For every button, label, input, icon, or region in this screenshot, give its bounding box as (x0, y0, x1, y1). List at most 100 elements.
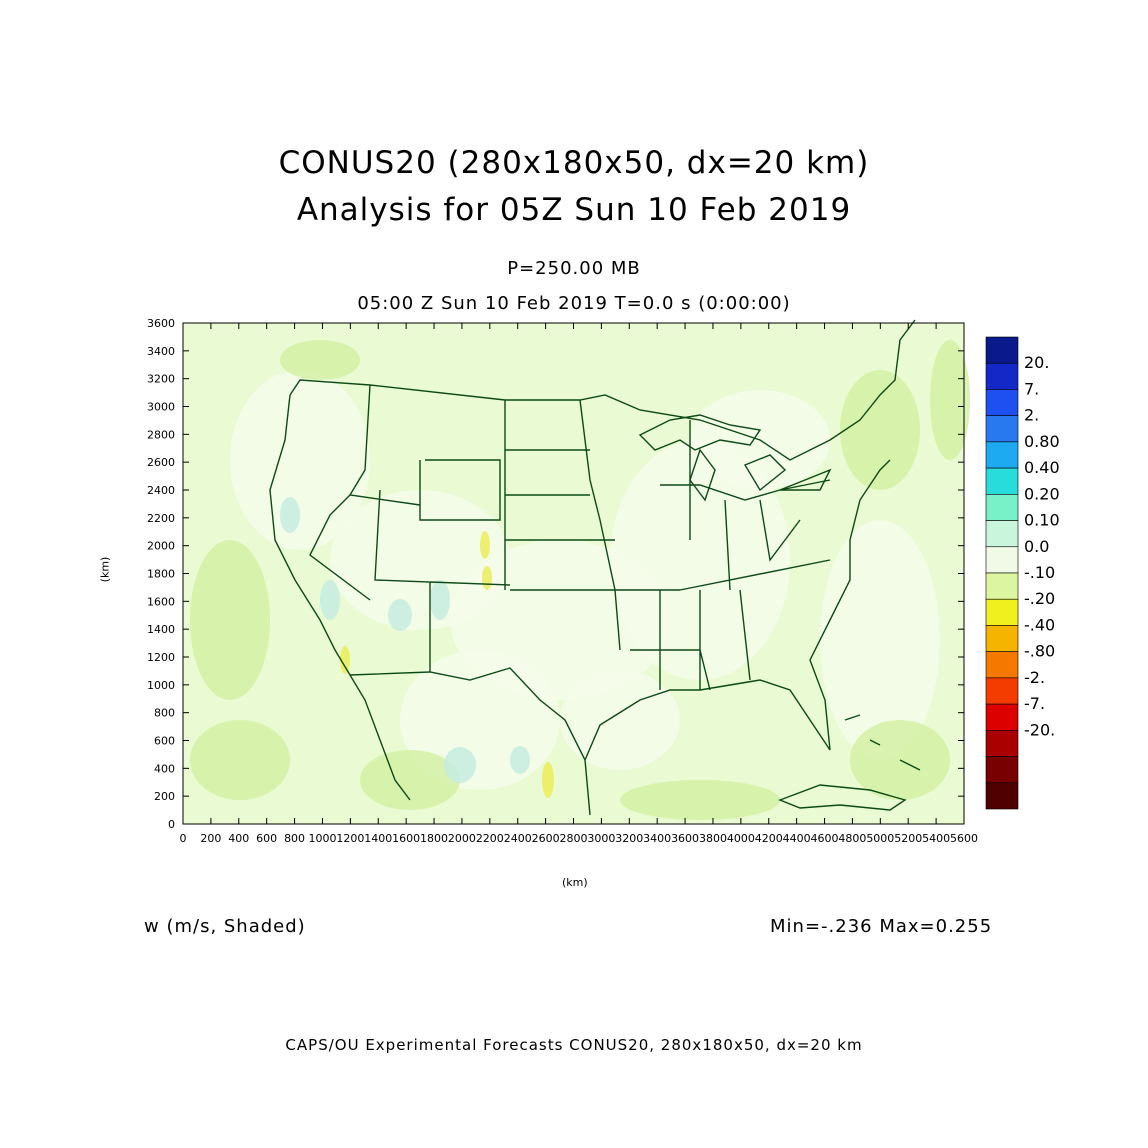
colorbar-swatch (985, 625, 1019, 652)
colorbar-swatch (985, 415, 1019, 443)
colorbar-swatch (985, 546, 1019, 574)
y-tick-label: 2400 (147, 484, 175, 497)
colorbar-swatch (985, 703, 1019, 731)
time-label: 05:00 Z Sun 10 Feb 2019 T=0.0 s (0:00:00… (357, 293, 791, 314)
y-tick-label: 1000 (147, 679, 175, 692)
x-tick-label: 800 (284, 832, 305, 845)
y-tick-label: 1800 (147, 568, 175, 581)
x-tick-label: 2000 (448, 832, 476, 845)
field-contour (542, 762, 554, 798)
field-contour (840, 370, 920, 490)
cuba-outline (778, 784, 907, 811)
title-line-1: CONUS20 (280x180x50, dx=20 km) (278, 145, 870, 181)
colorbar-label: -20. (1024, 720, 1055, 739)
colorbar-label: -.20 (1024, 589, 1055, 608)
colorbar-label: 0.40 (1024, 458, 1060, 477)
y-tick-label: 3600 (147, 317, 175, 330)
colorbar-label: 0.10 (1024, 511, 1060, 530)
field-contour (444, 747, 476, 783)
x-tick-label: 3400 (643, 832, 671, 845)
y-tick-label: 600 (154, 735, 175, 748)
y-axis-label: (km) (98, 556, 112, 583)
x-axis-label: (km) (562, 876, 588, 889)
x-tick-label: 4400 (783, 832, 811, 845)
x-tick-label: 5400 (922, 832, 950, 845)
colorbar-swatch (985, 494, 1019, 521)
colorbar-label: -2. (1024, 668, 1045, 687)
x-tick-label: 4600 (811, 832, 839, 845)
colorbar: 20. 7. 2. 0.80 0.40 0.20 0.10 0.0 -.10 -.20 -.40 -.… (985, 336, 1060, 810)
variable-label: w (m/s, Shaded) (144, 916, 306, 937)
colorbar-swatch (985, 598, 1019, 626)
field-contour (360, 750, 460, 810)
florida-keys-islands (844, 714, 921, 771)
colorbar-label: 20. (1024, 353, 1049, 372)
x-tick-label: 1800 (420, 832, 448, 845)
y-tick-label: 800 (154, 707, 175, 720)
colorbar-label: 2. (1024, 406, 1039, 425)
field-contour (482, 566, 492, 590)
colorbar-swatch (985, 651, 1019, 679)
x-tick-label: 4200 (755, 832, 783, 845)
y-tick-label: 2800 (147, 428, 175, 441)
field-contour (190, 720, 290, 800)
x-tick-label: 2200 (476, 832, 504, 845)
x-tick-label: 1400 (364, 832, 392, 845)
x-tick-label: 1600 (392, 832, 420, 845)
x-axis-ticks: 0 200 400 600 800 1000 1200 1400 1600 1800 2000 220… (180, 323, 978, 845)
y-tick-label: 0 (168, 818, 175, 831)
min-max-label: Min=-.236 Max=0.255 (770, 916, 993, 937)
x-tick-label: 5600 (950, 832, 978, 845)
colorbar-swatch (985, 441, 1019, 469)
colorbar-swatch (985, 362, 1019, 390)
x-tick-label: 3200 (615, 832, 643, 845)
field-contour (430, 580, 450, 620)
field-contour (930, 340, 970, 460)
x-tick-label: 3600 (671, 832, 699, 845)
x-tick-label: 4000 (727, 832, 755, 845)
colorbar-label: 7. (1024, 379, 1039, 398)
field-contour (510, 746, 530, 774)
great-lakes-outline (638, 414, 832, 502)
x-tick-label: 1000 (308, 832, 336, 845)
colorbar-swatch (985, 677, 1019, 705)
colorbar-label: -.80 (1024, 642, 1055, 661)
colorbar-swatch (985, 572, 1019, 600)
y-tick-label: 3400 (147, 345, 175, 358)
title-line-2: Analysis for 05Z Sun 10 Feb 2019 (296, 192, 852, 228)
footer-credit: CAPS/OU Experimental Forecasts CONUS20, … (285, 1036, 863, 1054)
field-contour (388, 599, 412, 631)
colorbar-swatch (985, 389, 1019, 416)
x-tick-label: 3800 (699, 832, 727, 845)
field-contour (230, 370, 370, 550)
field-contour (480, 531, 490, 559)
x-tick-label: 600 (256, 832, 277, 845)
colorbar-swatch (985, 520, 1019, 548)
x-tick-label: 1200 (336, 832, 364, 845)
x-tick-label: 4800 (838, 832, 866, 845)
colorbar-label: 0.20 (1024, 484, 1060, 503)
field-contour (280, 340, 360, 380)
colorbar-label: 0.80 (1024, 432, 1060, 451)
x-tick-label: 2400 (504, 832, 532, 845)
colorbar-swatch (985, 467, 1019, 495)
x-tick-label: 400 (228, 832, 249, 845)
colorbar-swatch (985, 730, 1019, 757)
y-tick-label: 1400 (147, 623, 175, 636)
y-tick-label: 200 (154, 790, 175, 803)
colorbar-label: 0.0 (1024, 537, 1049, 556)
x-tick-label: 0 (180, 832, 187, 845)
x-tick-label: 5000 (866, 832, 894, 845)
y-tick-label: 1200 (147, 651, 175, 664)
y-tick-label: 400 (154, 762, 175, 775)
y-tick-label: 3200 (147, 373, 175, 386)
x-tick-label: 5200 (894, 832, 922, 845)
level-label: P=250.00 MB (507, 258, 641, 279)
y-tick-label: 2200 (147, 512, 175, 525)
x-tick-label: 2800 (560, 832, 588, 845)
field-contour (190, 540, 270, 700)
us-coastline-outline (269, 319, 916, 816)
field-contour (280, 497, 300, 533)
y-tick-label: 2000 (147, 540, 175, 553)
